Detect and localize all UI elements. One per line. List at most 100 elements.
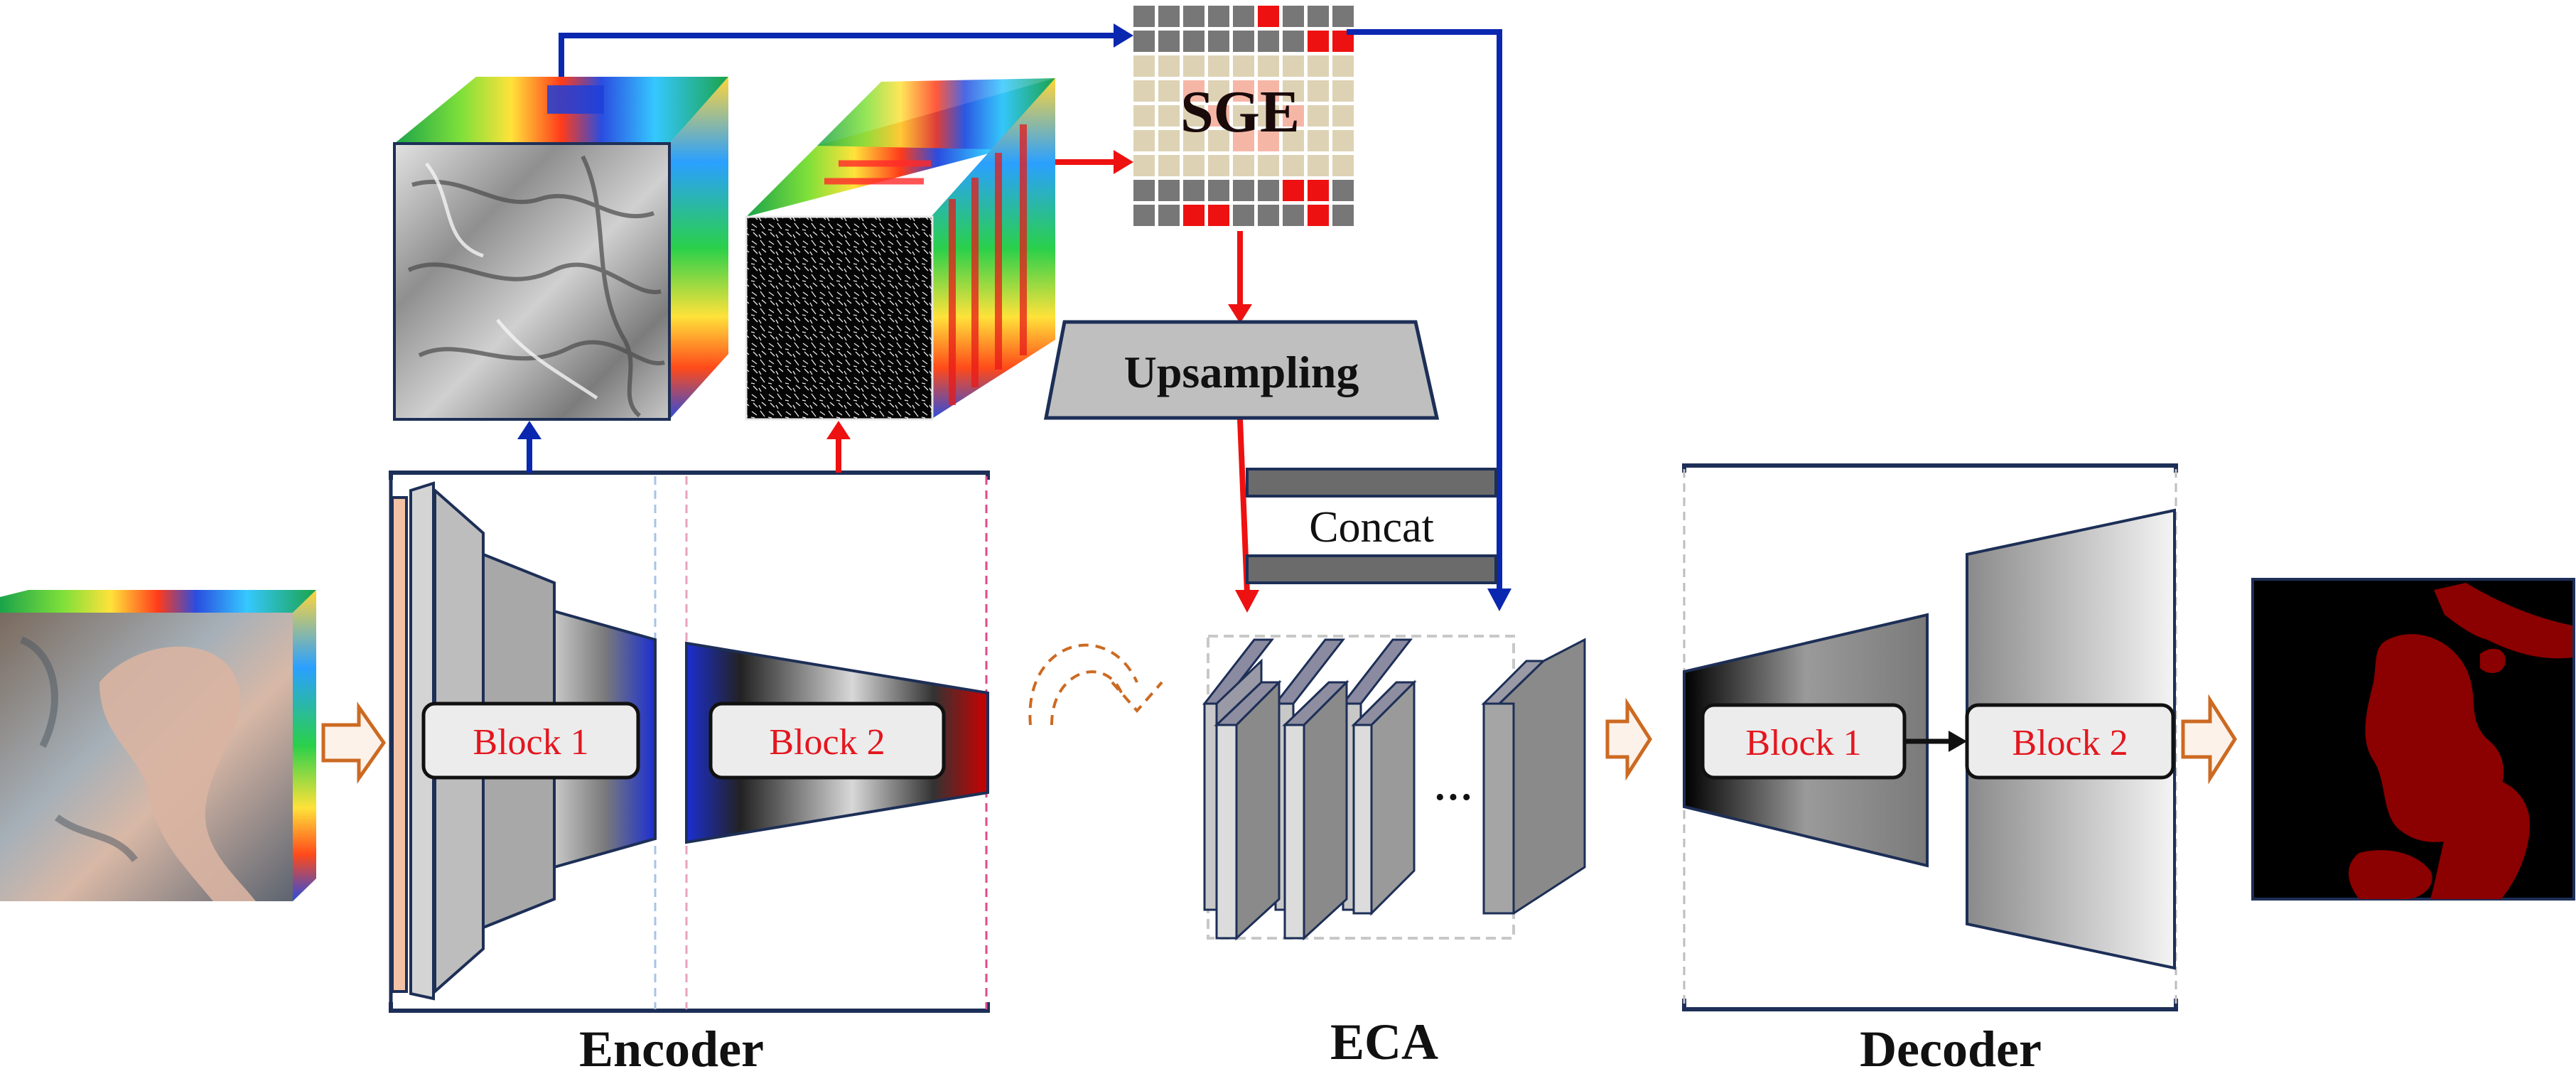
sge-grid-cell xyxy=(1158,31,1180,52)
sge-grid-cell xyxy=(1332,55,1354,77)
sge-grid-cell xyxy=(1258,55,1279,77)
sge-grid-cell xyxy=(1283,180,1304,201)
sge-grid-cell xyxy=(1258,105,1279,127)
eca-last-slice xyxy=(1481,638,1586,915)
eca-front-row xyxy=(1214,658,1417,941)
sge-grid-cell xyxy=(1308,55,1329,77)
sge-grid-cell xyxy=(1158,130,1180,151)
decoder-block-link-arrow xyxy=(1904,731,1967,752)
sge-grid-cell xyxy=(1233,105,1254,127)
output-segmentation-mask xyxy=(2251,578,2575,901)
encoder-title: Encoder xyxy=(579,1021,764,1077)
sge-grid-cell xyxy=(1158,6,1180,27)
eca-to-decoder-arrow-icon xyxy=(1605,697,1652,781)
sge-grid-cell xyxy=(1258,31,1279,52)
sge-grid-cell xyxy=(1308,130,1329,151)
sge-grid-cell xyxy=(1158,80,1180,102)
input-arrow-icon xyxy=(321,702,387,784)
sge-grid-cell xyxy=(1133,55,1155,77)
decoder-title: Decoder xyxy=(1860,1021,2042,1077)
sge-grid-cell xyxy=(1183,105,1205,127)
sge-grid-cell xyxy=(1158,105,1180,127)
sge-grid-cell xyxy=(1208,180,1229,201)
sge-grid-cell xyxy=(1258,155,1279,176)
sge-grid-cell xyxy=(1183,155,1205,176)
decoder-block1-button: Block 1 xyxy=(1701,703,1907,780)
sge-grid-cell xyxy=(1283,55,1304,77)
sge-grid-cell xyxy=(1308,105,1329,127)
sge-grid-cell xyxy=(1233,205,1254,226)
upsampling-block: Upsampling xyxy=(1043,320,1440,420)
eca-module: ··· xyxy=(1202,635,1586,941)
sge-grid-cell xyxy=(1258,6,1279,27)
decoder-block2-button: Block 2 xyxy=(1965,703,2175,780)
sge-grid-cell xyxy=(1283,205,1304,226)
feature-cube-deep xyxy=(745,78,1055,421)
feature-cube-shallow xyxy=(393,77,728,421)
decoder-to-output-arrow-icon xyxy=(2181,694,2237,785)
sge-grid xyxy=(1133,6,1354,226)
decoder-block1-label: Block 1 xyxy=(1745,723,1861,763)
sge-grid-cell xyxy=(1208,155,1229,176)
concat-block: Concat xyxy=(1246,468,1497,584)
sge-grid-cell xyxy=(1158,155,1180,176)
sge-grid-cell xyxy=(1133,6,1155,27)
sge-grid-cell xyxy=(1308,80,1329,102)
sge-grid-cell xyxy=(1283,155,1304,176)
encoder-block1-button: Block 1 xyxy=(421,702,640,780)
transfer-curve-icon xyxy=(1028,643,1163,726)
sge-grid-cell xyxy=(1208,205,1229,226)
sge-grid-cell xyxy=(1208,130,1229,151)
sge-grid-cell xyxy=(1258,180,1279,201)
input-image-cube xyxy=(0,590,316,901)
sge-grid-cell xyxy=(1233,155,1254,176)
sge-grid-cell xyxy=(1258,205,1279,226)
encoder-to-features-arrows xyxy=(517,421,851,473)
sge-grid-cell xyxy=(1233,130,1254,151)
sge-grid-cell xyxy=(1183,130,1205,151)
sge-grid-cell xyxy=(1283,105,1304,127)
sge-grid-cell xyxy=(1233,80,1254,102)
sge-grid-cell xyxy=(1332,105,1354,127)
eca-title: ECA xyxy=(1330,1014,1438,1070)
sge-grid-cell xyxy=(1158,55,1180,77)
sge-grid-cell xyxy=(1133,130,1155,151)
sge-grid-cell xyxy=(1332,80,1354,102)
sge-grid-cell xyxy=(1208,80,1229,102)
sge-grid-cell xyxy=(1208,55,1229,77)
sge-grid-cell xyxy=(1308,180,1329,201)
sge-grid-cell xyxy=(1283,130,1304,151)
sge-grid-cell xyxy=(1332,6,1354,27)
sge-grid-cell xyxy=(1208,31,1229,52)
sge-grid-cell xyxy=(1158,205,1180,226)
sge-grid-cell xyxy=(1133,31,1155,52)
sge-grid-cell xyxy=(1183,55,1205,77)
sge-grid-cell xyxy=(1183,6,1205,27)
blue-skip-path xyxy=(559,23,1511,611)
sge-grid-cell xyxy=(1258,130,1279,151)
sge-grid-cell xyxy=(1332,205,1354,226)
decoder-block2-label: Block 2 xyxy=(2012,723,2128,763)
sge-grid-cell xyxy=(1233,6,1254,27)
sge-grid-cell xyxy=(1133,180,1155,201)
sge-grid-cell xyxy=(1233,55,1254,77)
eca-ellipsis: ··· xyxy=(1433,775,1473,819)
sge-grid-cell xyxy=(1332,155,1354,176)
sge-label: SGE xyxy=(1180,79,1300,145)
sge-grid-cell xyxy=(1208,6,1229,27)
sge-grid-cell xyxy=(1308,6,1329,27)
sge-grid-cell xyxy=(1158,180,1180,201)
encoder-block1-label: Block 1 xyxy=(473,722,588,763)
sge-grid-cell xyxy=(1133,80,1155,102)
sge-grid-cell xyxy=(1308,31,1329,52)
sge-grid-cell xyxy=(1308,155,1329,176)
sge-grid-cell xyxy=(1258,80,1279,102)
sge-grid-cell xyxy=(1283,31,1304,52)
sge-grid-cell xyxy=(1332,130,1354,151)
sge-grid-cell xyxy=(1308,205,1329,226)
encoder-block2-label: Block 2 xyxy=(769,722,885,763)
sge-grid-cell xyxy=(1208,105,1229,127)
sge-grid-cell xyxy=(1332,180,1354,201)
upsampling-label: Upsampling xyxy=(1124,347,1359,397)
